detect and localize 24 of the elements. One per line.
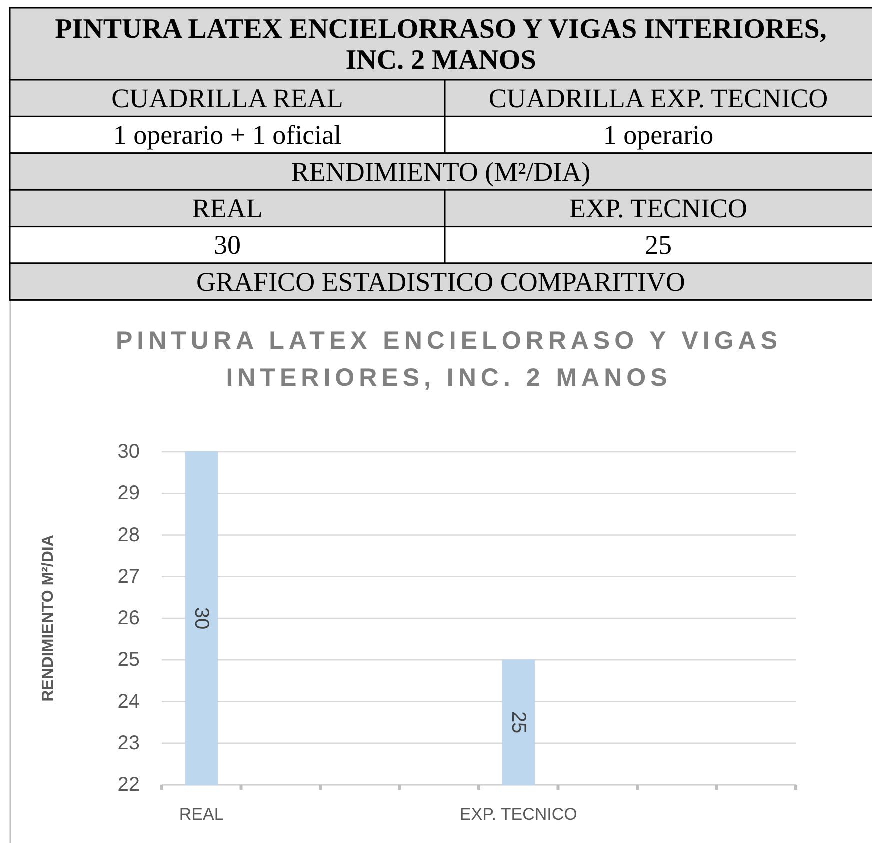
text: RENDIMIENTO (M²/DIA) <box>291 156 591 187</box>
y-tick-label: 25 <box>118 649 140 672</box>
y-tick-label: 22 <box>118 774 140 796</box>
text: GRAFICO ESTADISTICO COMPARITIVO <box>196 266 686 297</box>
data-label: 25 <box>508 711 530 734</box>
y-tick-label: 30 <box>118 441 140 463</box>
text: CUADRILLA EXP. TECNICO <box>488 83 828 114</box>
text: 1 operario <box>603 120 714 150</box>
y-tick-label: 27 <box>118 566 140 588</box>
data-label: 30 <box>190 607 213 630</box>
chart-title: PINTURA LATEX ENCIELORRASO Y VIGAS INTERIORES, INC. 2 MANOS <box>116 327 782 392</box>
y-tick-label: 24 <box>118 690 140 713</box>
y-tick-label: 26 <box>118 608 140 630</box>
text: 30 <box>214 230 241 260</box>
text: REAL <box>192 193 263 224</box>
text: 1 operario + 1 oficial <box>113 120 342 150</box>
text: CUADRILLA REAL <box>112 83 344 114</box>
text: PINTURA LATEX ENCIELORRASO Y VIGAS INTERIORES, INC. 2 MANOS <box>55 14 827 76</box>
text: EXP. TECNICO <box>569 193 748 224</box>
y-axis-title: RENDIMIENTO M²/DIA <box>40 534 57 702</box>
y-tick-label: 23 <box>118 732 140 754</box>
y-tick-label: 28 <box>118 524 140 546</box>
y-tick-label: 29 <box>118 482 140 505</box>
text: 25 <box>645 230 672 260</box>
